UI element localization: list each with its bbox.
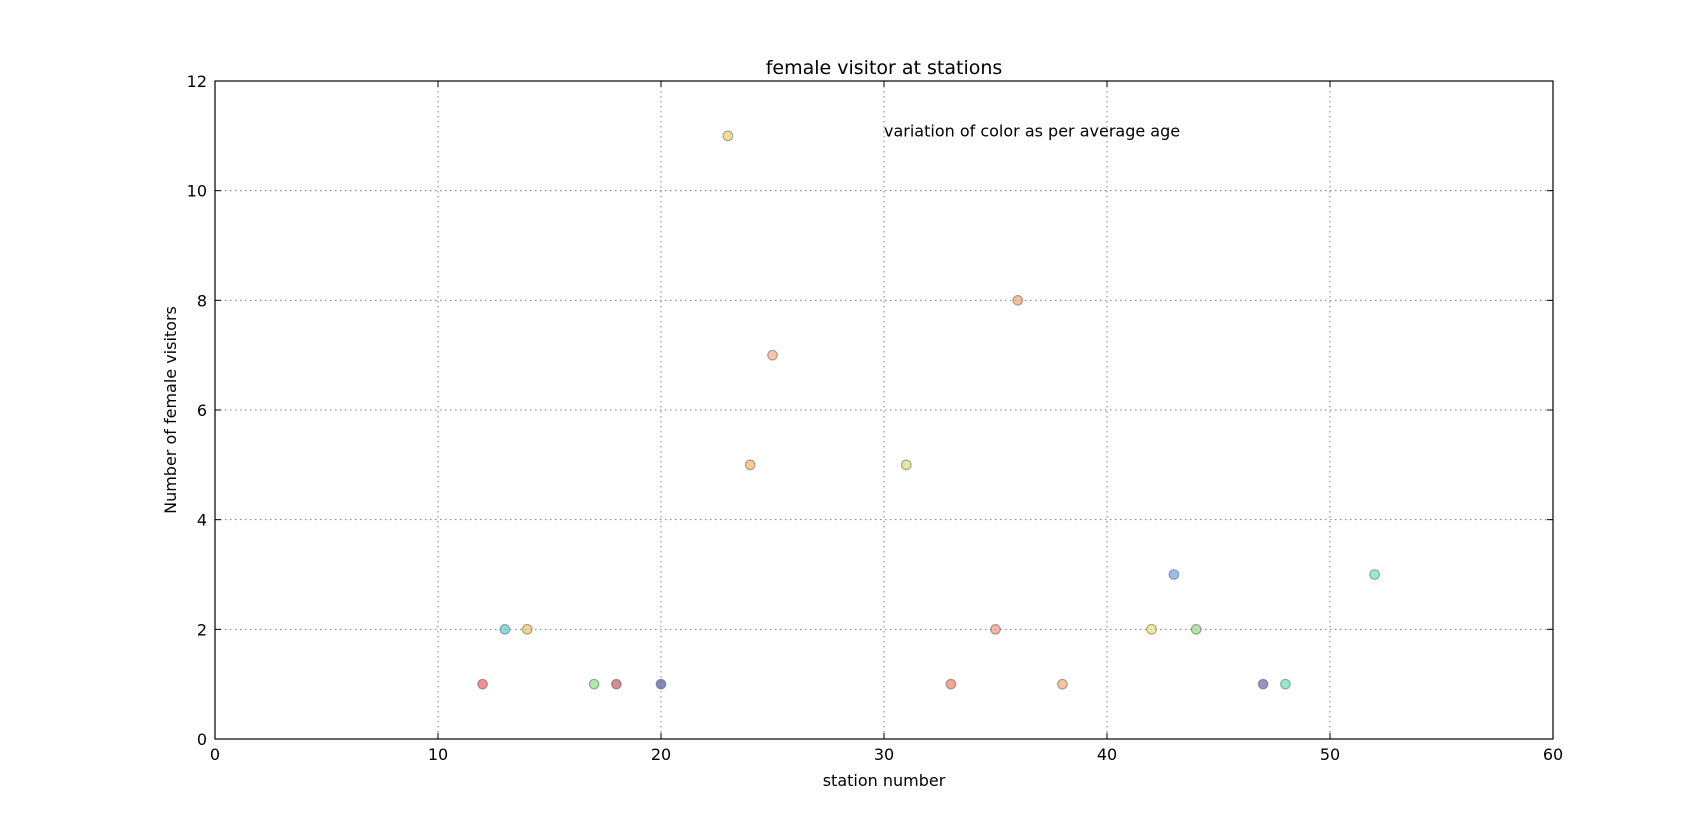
data-point: [1146, 623, 1157, 635]
data-point: [1012, 294, 1024, 306]
data-point: [900, 459, 912, 471]
x-tick-label: 20: [651, 745, 671, 764]
data-point: [722, 130, 734, 142]
data-point: [945, 678, 957, 690]
data-point: [655, 678, 667, 690]
data-point: [499, 623, 511, 635]
y-tick-label: 6: [197, 401, 207, 420]
y-tick-label: 2: [197, 620, 207, 639]
data-point: [1168, 569, 1180, 580]
grid-lines: [215, 81, 1553, 739]
y-tick-label: 4: [197, 511, 207, 530]
data-point: [1279, 678, 1291, 690]
x-tick-label: 10: [428, 745, 448, 764]
data-points: [477, 130, 1380, 690]
data-point: [1190, 623, 1202, 635]
data-point: [477, 678, 489, 690]
data-point: [521, 623, 533, 635]
x-tick-label: 0: [210, 745, 220, 764]
axis-ticks: 0 10 20 30 40 50 60 0 2 4 6 8 10 12: [187, 72, 1564, 764]
y-tick-label: 10: [187, 182, 207, 201]
y-tick-label: 8: [197, 291, 207, 310]
x-tick-label: 60: [1543, 745, 1563, 764]
data-point: [588, 678, 600, 690]
data-point: [744, 459, 756, 471]
data-point: [1369, 569, 1380, 580]
data-point: [611, 678, 622, 690]
data-point: [1257, 678, 1269, 690]
y-axis-label: Number of female visitors: [161, 306, 180, 514]
y-tick-label: 12: [187, 72, 207, 91]
x-tick-label: 30: [874, 745, 894, 764]
chart-title: female visitor at stations: [766, 57, 1003, 79]
x-tick-label: 40: [1097, 745, 1117, 764]
data-point: [990, 623, 1001, 635]
x-tick-label: 50: [1320, 745, 1340, 764]
color-annotation: variation of color as per average age: [884, 121, 1180, 140]
data-point: [767, 349, 778, 361]
y-tick-label: 0: [197, 730, 207, 749]
x-axis-label: station number: [823, 771, 946, 790]
data-point: [1056, 678, 1068, 690]
